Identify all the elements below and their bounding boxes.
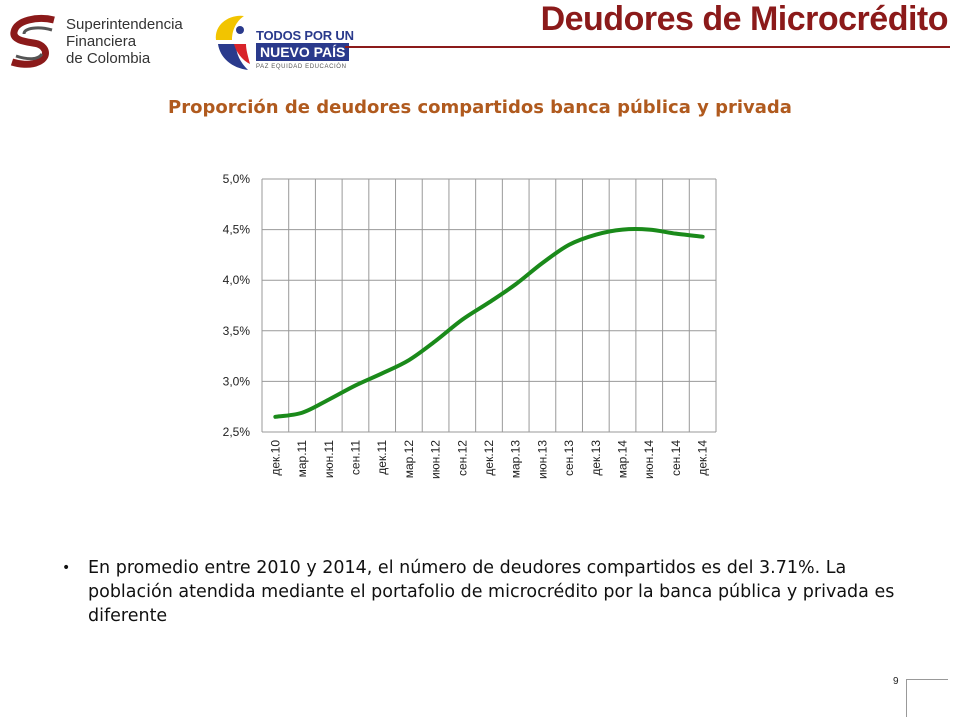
series-point — [541, 262, 543, 264]
sfc-line-3: de Colombia — [66, 50, 151, 67]
x-tick-label: июн.12 — [429, 440, 443, 479]
series-point — [488, 301, 490, 303]
gov-logo-line-3: PAZ EQUIDAD EDUCACIÓN — [256, 64, 347, 70]
series-point — [622, 229, 624, 231]
series-point — [648, 229, 650, 231]
series-line — [273, 227, 705, 419]
series-point — [328, 399, 330, 401]
x-tick-label: июн.11 — [322, 440, 336, 478]
sfc-line-2: Financiera — [66, 33, 137, 50]
y-tick-label: 4,0% — [223, 273, 251, 287]
x-tick-label: мар.12 — [402, 440, 416, 479]
summary-text: En promedio entre 2010 y 2014, el número… — [88, 558, 895, 626]
y-tick-label: 4,5% — [223, 223, 251, 237]
sfc-line-1: Superintendencia — [66, 16, 183, 33]
corner-line-horizontal — [906, 679, 948, 680]
y-axis-ticks: 2,5% 3,0% 3,5% 4,0% 4,5% 5,0% — [223, 172, 251, 439]
y-tick-label: 2,5% — [223, 425, 251, 439]
series-point — [408, 359, 410, 361]
x-tick-label: сен.13 — [562, 440, 576, 476]
x-tick-label: июн.14 — [642, 440, 656, 479]
chart-grid — [261, 178, 717, 433]
series-point — [568, 244, 570, 246]
series-point — [675, 233, 677, 235]
y-tick-label: 5,0% — [223, 172, 251, 186]
series-point — [595, 234, 597, 236]
series-point — [381, 372, 383, 374]
corner-line-vertical — [906, 679, 907, 717]
x-tick-label: сен.14 — [669, 440, 683, 476]
series-point — [274, 416, 276, 418]
series-point — [702, 236, 704, 238]
x-tick-label: мар.13 — [509, 440, 523, 479]
x-tick-label: дек.13 — [589, 440, 603, 476]
series-point — [515, 283, 517, 285]
x-tick-label: сен.11 — [348, 440, 362, 475]
bullet-icon: • — [62, 560, 71, 576]
sfc-emblem-icon — [10, 15, 55, 68]
x-tick-label: дек.14 — [696, 440, 710, 476]
title-underline — [345, 46, 950, 48]
gov-emblem-icon — [215, 15, 250, 70]
y-tick-label: 3,0% — [223, 374, 251, 388]
slide-title: Deudores de Microcrédito — [540, 0, 949, 38]
x-axis-ticks: дек.10 мар.11 июн.11 сен.11 дек.11 мар.12 июн.… — [268, 440, 709, 479]
x-tick-label: дек.10 — [268, 440, 282, 476]
chart-series — [273, 227, 705, 419]
series-point — [435, 340, 437, 342]
x-tick-label: июн.13 — [535, 440, 549, 479]
series-point — [461, 319, 463, 321]
page-number: 9 — [893, 676, 899, 687]
x-tick-label: мар.14 — [616, 440, 630, 479]
todos-por-un-nuevo-pais-logo: TODOS POR UN NUEVO PAÍS PAZ EQUIDAD EDUC… — [210, 10, 354, 76]
x-tick-label: сен.12 — [455, 440, 469, 476]
gov-logo-line-2: NUEVO PAÍS — [256, 43, 350, 61]
superintendencia-logo-text: Superintendencia Financiera de Colombia — [66, 16, 183, 67]
x-tick-label: дек.12 — [482, 440, 496, 476]
chart-title: Proporción de deudores compartidos banca… — [168, 97, 792, 118]
series-point — [301, 412, 303, 414]
x-tick-label: мар.11 — [295, 440, 309, 478]
x-tick-label: дек.11 — [375, 440, 389, 475]
superintendencia-logo: Superintendencia Financiera de Colombia — [8, 12, 198, 72]
gov-logo-line-1: TODOS POR UN — [256, 28, 354, 43]
y-tick-label: 3,5% — [223, 324, 251, 338]
series-point — [354, 384, 356, 386]
